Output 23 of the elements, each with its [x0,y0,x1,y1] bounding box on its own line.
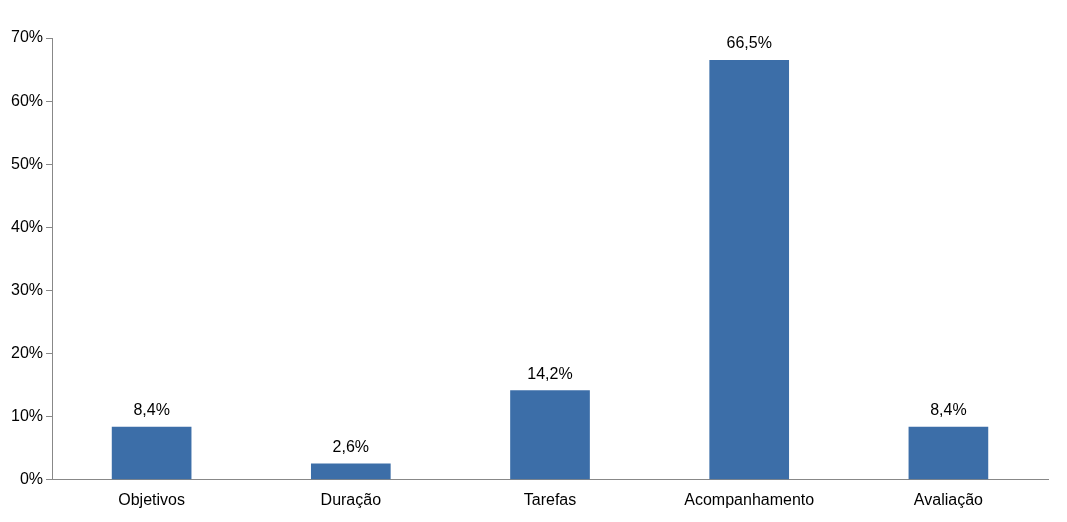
y-tick-label: 20% [10,343,44,361]
y-tick-label: 0% [19,470,44,488]
y-tick-label: 70% [10,28,44,46]
y-tick-label: 50% [10,154,44,172]
x-tick-label: Objetivos [118,490,185,508]
x-tick-label: Duração [320,490,382,508]
x-tick-label: Tarefas [523,490,577,508]
bar [908,426,989,480]
bar [709,60,790,480]
bar [111,426,192,480]
data-label: 14,2% [527,364,573,382]
bar [310,463,391,480]
y-tick-label: 60% [10,91,44,109]
y-tick-label: 40% [10,217,44,235]
data-label: 2,6% [332,437,370,455]
data-label: 8,4% [133,401,170,419]
x-tick-label: Avaliação [913,490,984,508]
y-tick-label: 30% [10,280,44,298]
x-tick-label: Acompanhamento [684,490,815,508]
data-label: 66,5% [726,34,772,52]
bar [510,390,590,480]
data-label: 8,4% [930,401,967,419]
y-tick-label: 10% [10,407,44,425]
